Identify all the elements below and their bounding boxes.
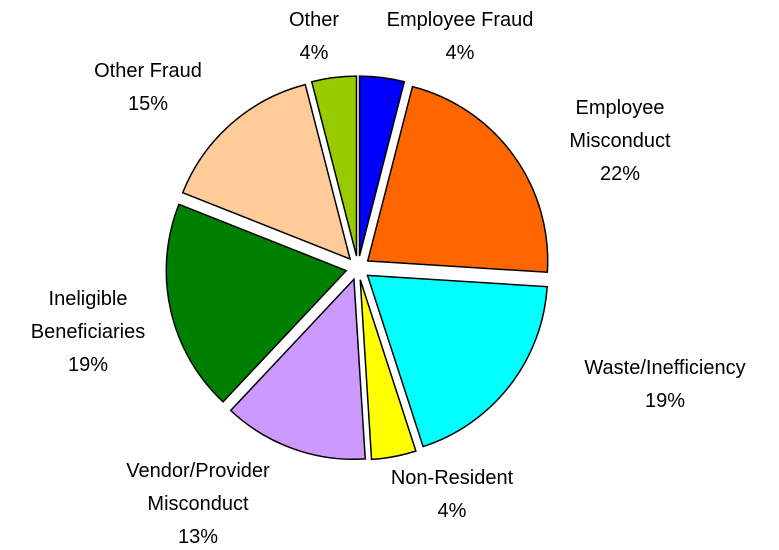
category-name: Employee Misconduct	[569, 97, 671, 152]
pie-slice	[366, 274, 548, 448]
pie-slice	[165, 203, 348, 403]
value-label: 13%	[177, 526, 219, 548]
slice-label: Waste/Inefficiency 19%	[545, 352, 779, 418]
slice-label: Non-Resident 4%	[362, 462, 542, 528]
pie-slice	[310, 75, 358, 257]
slice-label: Other Fraud 15%	[53, 55, 243, 121]
value-label: 15%	[127, 93, 169, 115]
value-label: 4%	[437, 500, 467, 522]
category-name: Other Fraud	[94, 60, 202, 82]
pie-slice	[229, 277, 367, 461]
slice-label: Vendor/Provider Misconduct 13%	[103, 455, 293, 550]
value-label: 22%	[599, 163, 641, 185]
value-label: 19%	[644, 390, 686, 412]
category-name: Ineligible Beneficiaries	[30, 288, 146, 343]
category-name: Waste/Inefficiency	[584, 357, 746, 379]
slice-label: Ineligible Beneficiaries 19%	[3, 283, 173, 382]
value-label: 19%	[67, 354, 109, 376]
pie-slice	[358, 75, 406, 257]
slice-label: Employee Fraud 4%	[350, 4, 570, 70]
category-name: Other	[288, 9, 340, 31]
value-label: 4%	[445, 42, 475, 64]
pie-slice	[366, 85, 549, 274]
pie-slice	[359, 279, 417, 461]
pie-slice	[181, 83, 352, 261]
slice-label: Employee Misconduct 22%	[555, 92, 685, 191]
category-name: Vendor/Provider Misconduct	[126, 460, 270, 515]
slice-label: Other 4%	[264, 4, 364, 70]
category-name: Employee Fraud	[386, 9, 534, 31]
category-name: Non-Resident	[390, 467, 514, 489]
value-label: 4%	[299, 42, 329, 64]
